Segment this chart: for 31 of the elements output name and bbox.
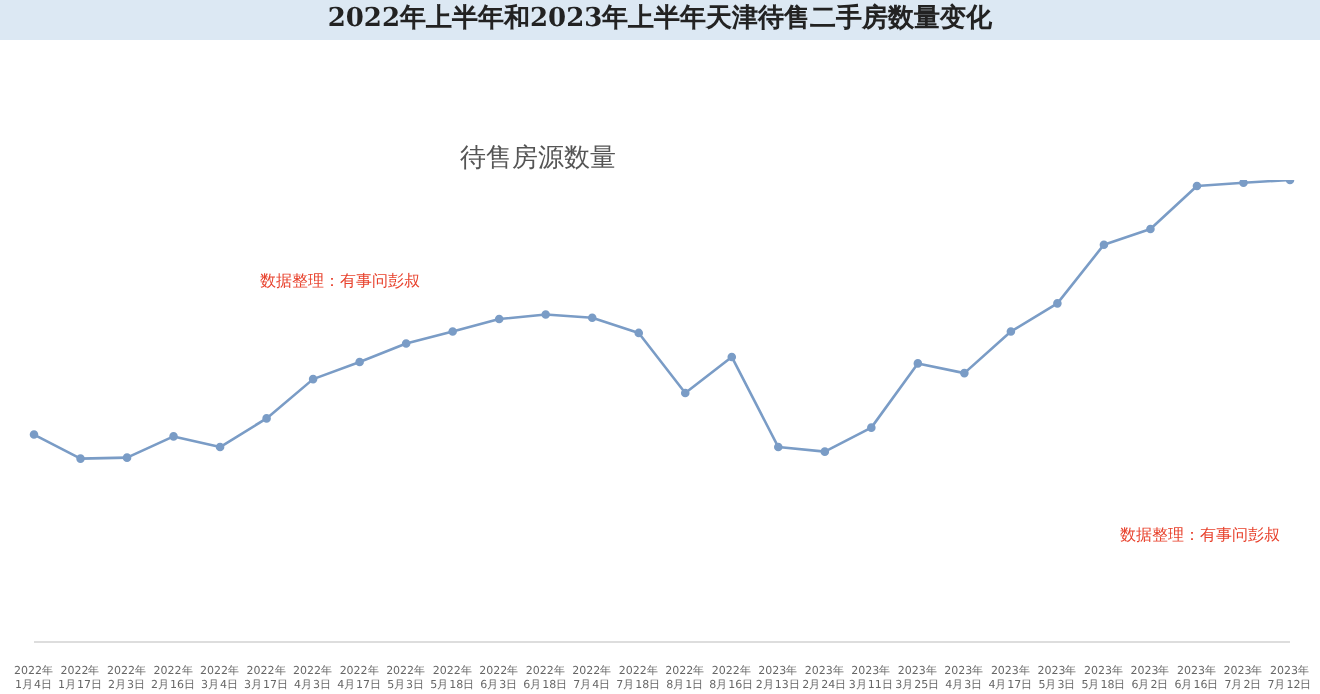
point	[867, 423, 876, 432]
point	[169, 432, 178, 441]
point	[960, 368, 969, 378]
point	[308, 374, 318, 384]
point	[122, 453, 132, 462]
point	[494, 314, 504, 324]
point	[1006, 327, 1016, 336]
point	[401, 339, 411, 348]
point	[727, 352, 737, 362]
point	[76, 454, 85, 463]
annotation: 数据整理：有事问彭叔	[1120, 524, 1280, 546]
point	[1146, 224, 1155, 234]
point	[1053, 299, 1062, 308]
point	[448, 327, 457, 336]
point	[1239, 180, 1248, 188]
point	[355, 357, 364, 367]
point	[1099, 240, 1109, 249]
point	[913, 359, 923, 368]
point	[634, 328, 644, 338]
point	[680, 388, 690, 398]
point	[215, 442, 225, 452]
annotation: 数据整理：有事问彭叔	[260, 270, 420, 292]
point	[541, 310, 550, 319]
point	[587, 313, 597, 322]
point	[262, 414, 271, 423]
point	[29, 430, 39, 439]
point	[820, 447, 830, 456]
chart-title: 2022年上半年和2023年上半年天津待售二手房数量变化	[0, 0, 1320, 40]
point	[1192, 181, 1202, 191]
chart-subtitle: 待售房源数量	[460, 142, 616, 176]
point	[774, 442, 783, 452]
